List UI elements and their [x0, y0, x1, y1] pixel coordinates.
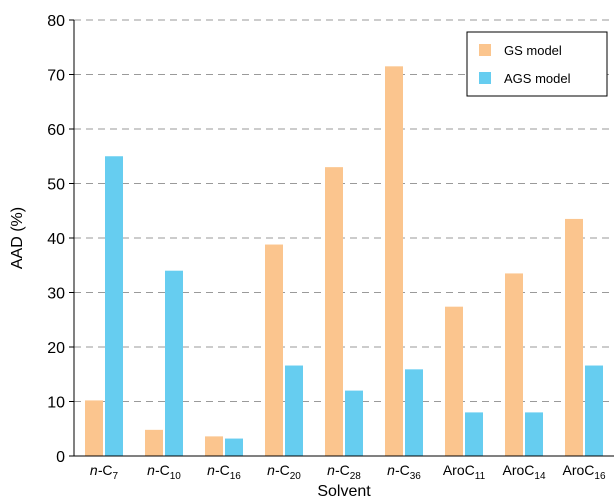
y-tick-label: 50 [47, 177, 65, 194]
x-tick-label: n-C36 [387, 462, 421, 482]
y-tick-label: 30 [47, 286, 65, 303]
y-tick-label: 80 [47, 13, 65, 30]
bar-ags [285, 365, 303, 456]
bar-gs [325, 167, 343, 456]
bars [85, 66, 603, 456]
y-tick-label: 0 [56, 449, 65, 466]
bar-gs [85, 400, 103, 456]
x-tick-label: n-C10 [147, 462, 181, 482]
bar-ags [105, 156, 123, 456]
x-tick-label: AroC11 [443, 462, 486, 482]
x-tick-label: n-C16 [207, 462, 241, 482]
y-tick-label: 70 [47, 68, 65, 85]
legend-swatch-gs [479, 44, 491, 56]
x-tick-labels: n-C7 n-C10 n-C16 n-C20 n-C28 n-C36 AroC11 AroC1… [90, 462, 606, 482]
y-ticks: 0 10 20 30 40 50 60 70 80 [47, 13, 74, 466]
bar-gs [385, 66, 403, 456]
bar-ags [225, 438, 243, 456]
bar-gs [205, 436, 223, 456]
bar-gs [505, 273, 523, 456]
bar-ags [525, 412, 543, 456]
legend-label-ags: AGS model [504, 71, 571, 86]
legend-label-gs: GS model [504, 43, 562, 58]
x-tick-label: AroC14 [502, 462, 545, 482]
legend-box [466, 31, 608, 97]
bar-ags [405, 369, 423, 456]
bar-ags [585, 365, 603, 456]
y-tick-label: 10 [47, 395, 65, 412]
x-axis-title: Solvent [317, 483, 371, 500]
bar-ags [345, 390, 363, 456]
legend: GS model AGS model [466, 31, 608, 97]
y-tick-label: 60 [47, 122, 65, 139]
x-tick-label: n-C20 [267, 462, 301, 482]
bar-ags [165, 270, 183, 456]
y-tick-label: 20 [47, 340, 65, 357]
gridlines [74, 19, 614, 402]
bar-gs [265, 244, 283, 456]
bar-gs [145, 429, 163, 456]
y-tick-label: 40 [47, 231, 65, 248]
x-tick-label: AroC16 [562, 462, 605, 482]
legend-swatch-ags [479, 72, 491, 84]
bar-gs [445, 306, 463, 456]
y-axis-title: AAD (%) [9, 207, 26, 269]
bar-gs [565, 218, 583, 456]
x-tick-label: n-C28 [327, 462, 361, 482]
x-tick-label: n-C7 [90, 462, 119, 482]
bar-ags [465, 412, 483, 456]
